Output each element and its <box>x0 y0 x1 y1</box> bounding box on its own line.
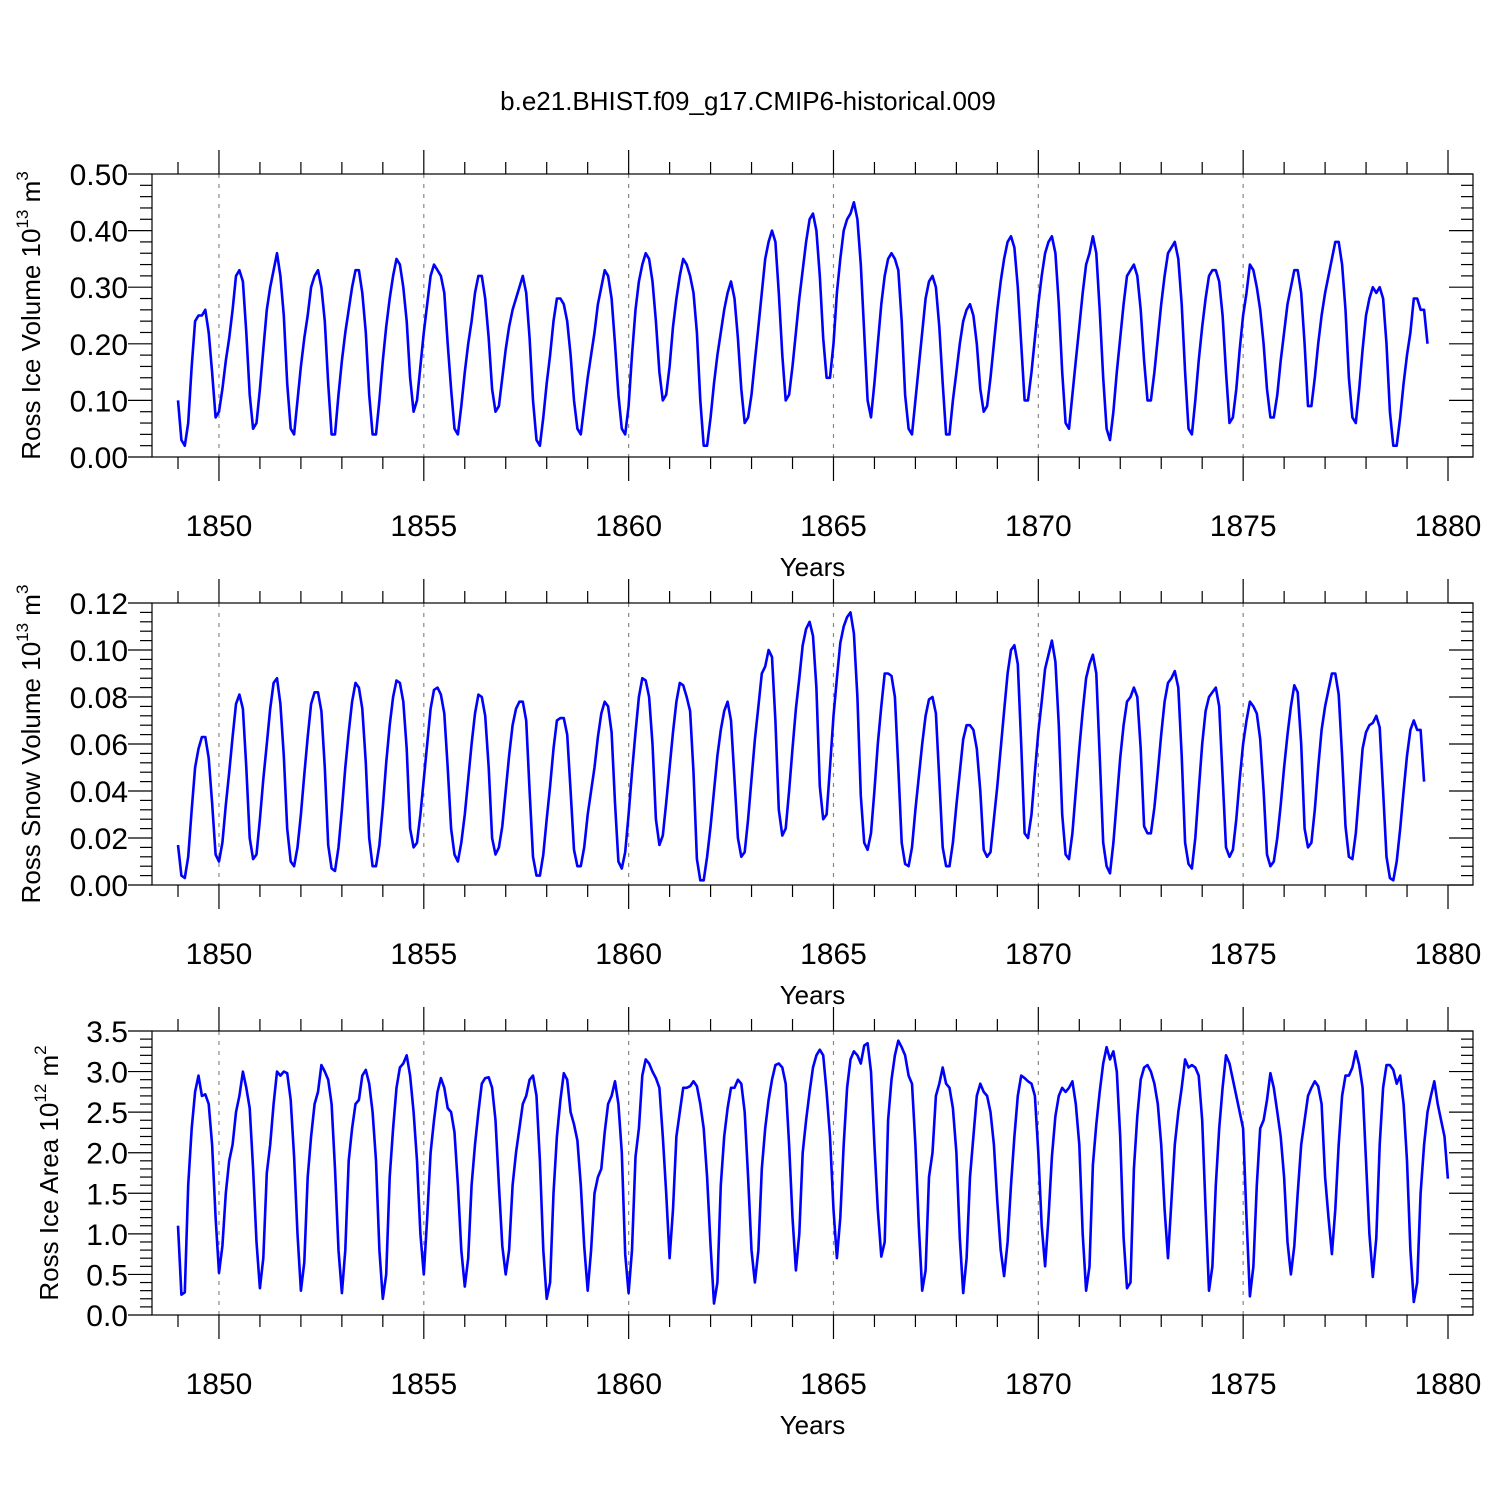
y-axis-label-exp: 13 <box>13 210 32 229</box>
y-axis-label: Ross Snow Volume 1013 m3 <box>13 585 46 904</box>
y-axis-label-text: Ross Snow Volume 10 <box>16 642 46 904</box>
y-tick-label: 0.40 <box>70 216 128 249</box>
y-tick-label: 0.04 <box>70 776 128 809</box>
y-tick-label: 0.0 <box>86 1300 128 1333</box>
series-line-0 <box>176 611 1426 882</box>
x-axis-label: Years <box>780 1410 846 1440</box>
y-tick-label: 0.10 <box>70 635 128 668</box>
y-tick-label: 2.0 <box>86 1138 128 1171</box>
y-axis-label-unit: m <box>16 594 46 623</box>
y-tick-label: 0.08 <box>70 682 128 715</box>
panel-ice-area: 0.0 0.5 1.0 1.5 2.0 2.5 3.0 3.5 1850 1855 1860 1865… <box>31 1007 1481 1440</box>
y-tick-label: 3.0 <box>86 1057 128 1090</box>
x-tick-label: 1875 <box>1210 510 1277 543</box>
x-tick-label: 1870 <box>1005 510 1072 543</box>
series-line-0 <box>176 201 1429 448</box>
x-tick-label: 1875 <box>1210 1368 1277 1401</box>
plot-frame <box>151 173 1474 458</box>
y-tick-label: 0.30 <box>70 272 128 305</box>
x-tick-label: 1860 <box>595 510 662 543</box>
x-tick-label: 1850 <box>186 938 253 971</box>
y-axis-label-text: Ross Ice Area 10 <box>34 1103 64 1301</box>
panel-snow-volume: 0.00 0.02 0.04 0.06 0.08 0.10 0.12 1850 1855 1860… <box>13 579 1481 1010</box>
y-tick-label: 0.00 <box>70 442 128 475</box>
y-axis-label-exp: 12 <box>31 1084 50 1103</box>
y-tick-label: 0.06 <box>70 729 128 762</box>
y-tick-label: 0.20 <box>70 329 128 362</box>
y-axis-label-unit: m <box>34 1055 64 1084</box>
y-tick-label: 0.12 <box>70 588 128 621</box>
y-axis-label-unit-exp: 2 <box>31 1045 50 1054</box>
x-tick-label: 1865 <box>800 938 867 971</box>
x-tick-label: 1855 <box>390 510 457 543</box>
x-tick-label: 1880 <box>1415 1368 1482 1401</box>
y-axis-label: Ross Ice Volume 1013 m3 <box>13 171 46 460</box>
y-tick-label: 2.5 <box>86 1097 128 1130</box>
x-tick-label: 1855 <box>390 1368 457 1401</box>
y-axis-label-unit-exp: 3 <box>13 585 32 594</box>
y-axis-label-text: Ross Ice Volume 10 <box>16 229 46 460</box>
x-tick-label: 1860 <box>595 1368 662 1401</box>
x-tick-label: 1870 <box>1005 938 1072 971</box>
x-axis-label: Years <box>780 552 846 582</box>
y-axis-label: Ross Ice Area 1012 m2 <box>31 1045 64 1300</box>
x-tick-label: 1865 <box>800 510 867 543</box>
y-tick-label: 1.0 <box>86 1219 128 1252</box>
y-tick-label: 0.5 <box>86 1259 128 1292</box>
x-tick-label: 1860 <box>595 938 662 971</box>
x-axis-label: Years <box>780 980 846 1010</box>
y-tick-label: 0.50 <box>70 159 128 192</box>
y-axis-label-unit-exp: 3 <box>13 171 32 180</box>
x-tick-label: 1865 <box>800 1368 867 1401</box>
y-tick-label: 3.5 <box>86 1016 128 1049</box>
x-tick-label: 1850 <box>186 510 253 543</box>
plot-frame <box>151 1030 1474 1316</box>
x-tick-label: 1855 <box>390 938 457 971</box>
x-tick-label: 1880 <box>1415 510 1482 543</box>
y-tick-label: 1.5 <box>86 1178 128 1211</box>
y-tick-label: 0.00 <box>70 870 128 903</box>
y-tick-label: 0.02 <box>70 823 128 856</box>
panel-ice-volume: 0.00 0.10 0.20 0.30 0.40 0.50 1850 1855 1860 1865… <box>13 150 1481 582</box>
x-tick-label: 1875 <box>1210 938 1277 971</box>
x-tick-label: 1870 <box>1005 1368 1072 1401</box>
y-tick-label: 0.10 <box>70 385 128 418</box>
x-tick-label: 1880 <box>1415 938 1482 971</box>
x-tick-label: 1850 <box>186 1368 253 1401</box>
series-line-0 <box>176 1039 1450 1305</box>
y-axis-label-exp: 13 <box>13 623 32 642</box>
y-axis-label-unit: m <box>16 181 46 210</box>
figure-title: b.e21.BHIST.f09_g17.CMIP6-historical.009 <box>500 86 996 116</box>
